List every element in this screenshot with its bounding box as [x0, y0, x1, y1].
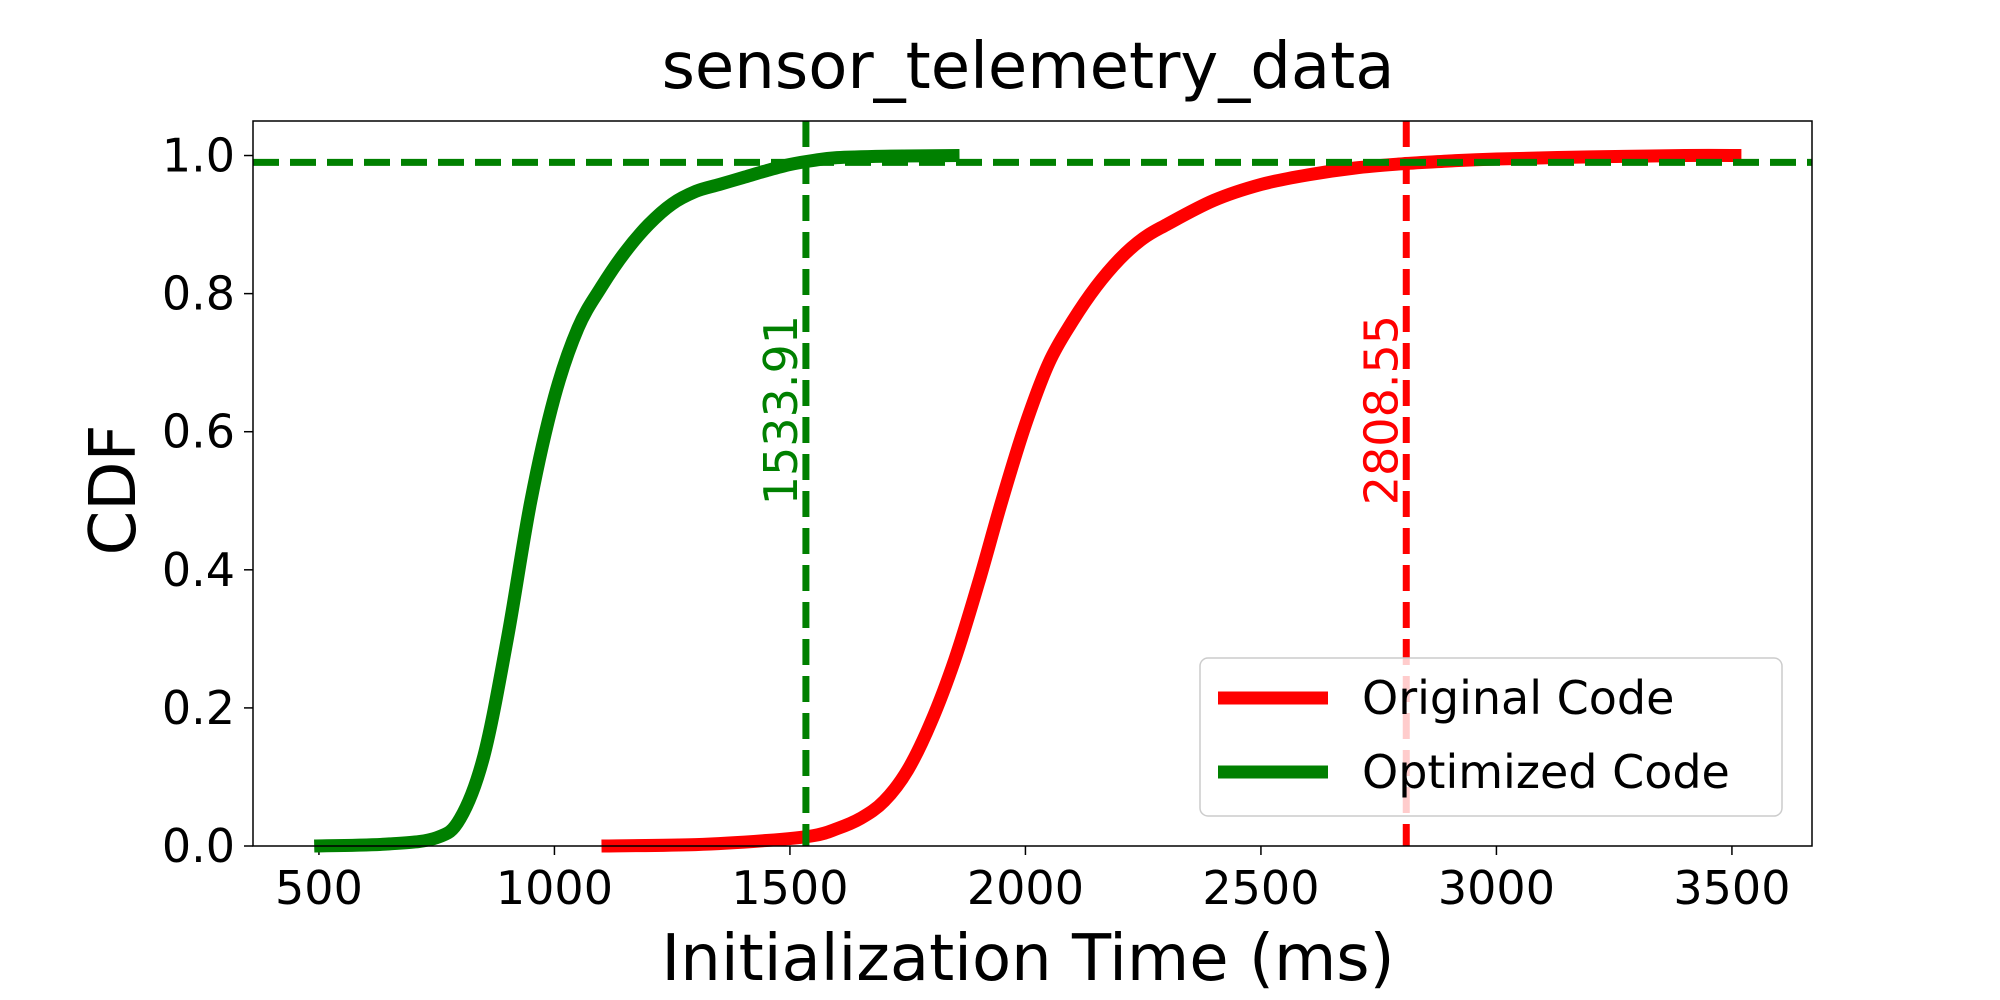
x-tick-label: 2500	[1202, 861, 1319, 915]
reference-line-label: 1533.91	[754, 315, 808, 505]
x-axis-ticks: 500 1000 1500 2000 2500 3000 3500	[275, 846, 1790, 915]
y-tick-label: 0.8	[162, 267, 235, 321]
x-tick-label: 3500	[1673, 861, 1790, 915]
legend: Original Code Optimized Code	[1199, 657, 1783, 817]
plot-frame	[252, 120, 1813, 847]
x-tick-label: 1000	[496, 861, 613, 915]
y-tick-label: 1.0	[162, 129, 235, 183]
series-layer	[314, 148, 1742, 853]
reference-line-label: 2808.55	[1354, 315, 1408, 505]
y-axis-ticks: 0.0 0.2 0.4 0.6 0.8 1.0	[162, 129, 253, 873]
y-tick-label: 0.4	[162, 543, 235, 597]
legend-box	[1199, 657, 1783, 817]
y-axis-label: CDF	[77, 425, 151, 556]
chart-title: sensor_telemetry_data	[662, 30, 1395, 104]
legend-label-optimized: Optimized Code	[1362, 745, 1730, 799]
x-tick-label: 1500	[731, 861, 848, 915]
series-line-original	[601, 148, 1742, 853]
y-tick-label: 0.0	[162, 819, 235, 873]
x-tick-label: 2000	[967, 861, 1084, 915]
series-line-optimized	[314, 149, 960, 853]
x-axis-label: Initialization Time (ms)	[661, 922, 1394, 996]
y-tick-label: 0.6	[162, 405, 235, 459]
x-tick-label: 500	[275, 861, 363, 915]
legend-label-original: Original Code	[1362, 671, 1674, 725]
y-tick-label: 0.2	[162, 681, 235, 735]
x-tick-label: 3000	[1438, 861, 1555, 915]
